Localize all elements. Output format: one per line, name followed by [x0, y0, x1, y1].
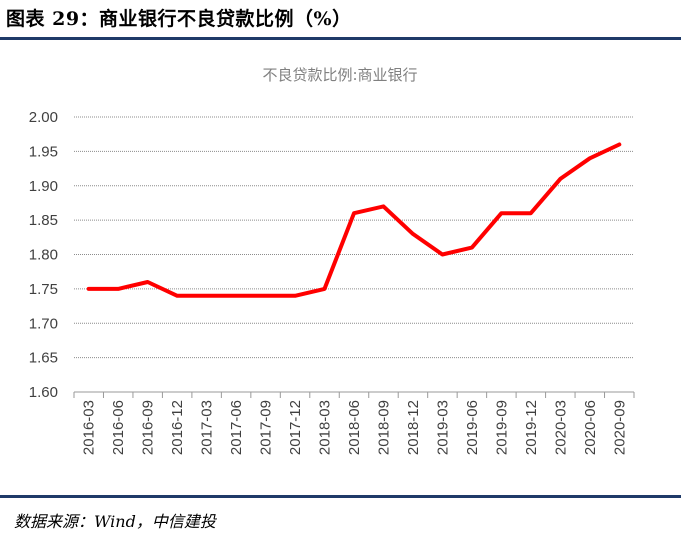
data-point — [529, 211, 533, 215]
x-axis — [73, 391, 635, 398]
chart-title: 不良贷款比例:商业银行 — [262, 66, 417, 84]
data-point — [470, 246, 474, 250]
x-tick-label: 2017-09 — [258, 400, 275, 455]
data-point — [323, 287, 327, 291]
bottom-rule — [0, 495, 681, 498]
x-tick-label: 2016-03 — [81, 400, 98, 455]
x-tick-label: 2020-06 — [582, 400, 599, 455]
data-point — [175, 294, 179, 298]
series-group — [86, 142, 622, 298]
data-point — [352, 211, 356, 215]
data-point — [116, 287, 120, 291]
y-tick-label: 1.80 — [29, 247, 58, 264]
x-tick-label: 2017-06 — [228, 400, 245, 455]
x-tick-label: 2018-06 — [346, 400, 363, 455]
data-point — [558, 177, 562, 181]
x-tick-label: 2019-03 — [434, 400, 451, 455]
y-tick-label: 1.75 — [29, 281, 58, 298]
data-point — [588, 156, 592, 160]
y-tick-label: 1.90 — [29, 178, 58, 195]
y-axis-ticks: 1.60 1.65 1.70 1.75 1.80 1.85 1.90 1.95 2.00 — [29, 109, 58, 401]
x-tick-label: 2017-12 — [287, 400, 304, 455]
x-tick-label: 2016-09 — [140, 400, 157, 455]
x-tick-label: 2018-03 — [317, 400, 334, 455]
source-note: 数据来源：Wind，中信建投 — [14, 512, 216, 531]
x-tick-label: 2020-09 — [611, 400, 628, 455]
y-tick-label: 2.00 — [29, 109, 58, 126]
data-point — [146, 280, 150, 284]
figure-title: 图表 29：商业银行不良贷款比例（%） — [6, 8, 352, 30]
y-tick-label: 1.60 — [29, 384, 58, 401]
data-point — [205, 294, 209, 298]
data-point — [617, 143, 621, 146]
x-tick-label: 2018-12 — [405, 400, 422, 455]
y-tick-label: 1.70 — [29, 315, 58, 332]
data-point — [293, 294, 297, 298]
y-tick-label: 1.65 — [29, 350, 58, 367]
x-tick-label: 2016-12 — [169, 400, 186, 455]
data-point — [440, 253, 444, 256]
data-point — [264, 294, 268, 298]
data-point — [499, 211, 503, 215]
x-tick-label: 2020-03 — [552, 400, 569, 455]
x-tick-label: 2019-12 — [523, 400, 540, 455]
data-point — [411, 232, 415, 236]
y-tick-label: 1.95 — [29, 143, 58, 160]
line-chart: 不良贷款比例:商业银行 1.60 1.65 1.70 1.75 1.80 1.85 1.90… — [29, 66, 635, 455]
data-point — [87, 287, 91, 291]
data-point — [234, 294, 238, 298]
x-tick-label: 2016-06 — [110, 400, 127, 455]
x-tick-label: 2017-03 — [199, 400, 216, 455]
x-tick-label: 2019-09 — [493, 400, 510, 455]
gridlines — [74, 116, 634, 359]
top-rule — [0, 37, 681, 40]
x-tick-label: 2018-09 — [375, 400, 392, 455]
y-tick-label: 1.85 — [29, 212, 58, 229]
x-tick-label: 2019-06 — [464, 400, 481, 455]
x-axis-ticks: 2016-03 2016-06 2016-09 2016-12 2017-03 2017-… — [81, 400, 629, 455]
data-point — [381, 204, 385, 208]
